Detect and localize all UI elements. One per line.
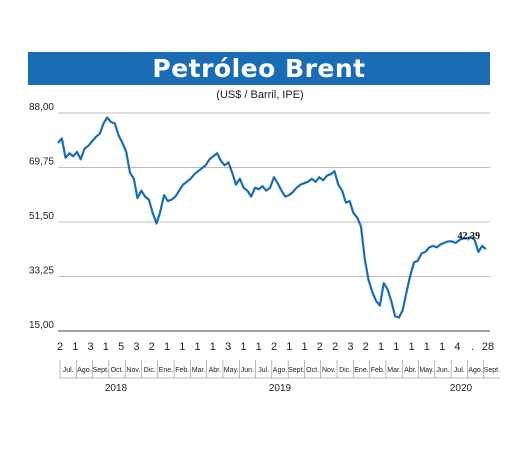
x-month-label: Jun. [241, 367, 254, 374]
y-tick-label: 33,25 [29, 266, 54, 277]
x-day-label: 1 [439, 341, 445, 353]
x-month-label: Oct. [111, 367, 124, 374]
x-month-label: Abr. [209, 367, 222, 374]
x-day-label: 1 [72, 341, 78, 353]
y-tick-label: 15,00 [29, 320, 54, 331]
x-month-label: Ene. [354, 367, 368, 374]
x-day-label: 2 [332, 341, 338, 353]
x-day-label: 2 [317, 341, 323, 353]
x-day-label: 1 [302, 341, 308, 353]
x-day-label: 3 [347, 341, 353, 353]
x-month-label: Abr. [404, 367, 417, 374]
x-day-label: 2 [271, 341, 277, 353]
x-day-label: 1 [256, 341, 262, 353]
x-month-label: Ago. [468, 367, 482, 374]
x-day-label: 4 [454, 341, 460, 353]
x-day-label: 1 [210, 341, 216, 353]
x-day-label: 3 [133, 341, 139, 353]
x-day-label: 1 [378, 341, 384, 353]
x-day-label: 2 [57, 341, 63, 353]
x-month-label: May. [224, 367, 239, 374]
series-line [57, 116, 487, 319]
x-day-label: 1 [103, 341, 109, 353]
x-year-label: 2019 [269, 383, 292, 394]
x-year-label: 2020 [450, 383, 473, 394]
title-banner: Petróleo Brent [28, 52, 490, 85]
x-month-label: Jun. [436, 367, 449, 374]
chart-title: Petróleo Brent [152, 54, 366, 83]
x-day-label: 2 [149, 341, 155, 353]
x-day-label: 1 [409, 341, 415, 353]
x-day-label: 28 [482, 341, 494, 353]
x-day-label: 1 [179, 341, 185, 353]
x-month-label: Oct. [306, 367, 319, 374]
y-tick-label: 88,00 [29, 102, 54, 113]
x-day-label: 1 [195, 341, 201, 353]
x-month-label: Mar. [192, 367, 206, 374]
last-value-label: 42,39 [458, 231, 481, 242]
chart-subtitle: (US$ / Barril, IPE) [216, 89, 304, 101]
x-month-label: May. [419, 367, 434, 374]
x-month-label: Sept. [484, 367, 500, 374]
x-month-label: Jul. [63, 367, 74, 374]
y-tick-label: 51,50 [29, 211, 54, 222]
x-day-label: 5 [118, 341, 124, 353]
x-month-label: Dic. [339, 367, 351, 374]
x-month-label: Dic. [144, 367, 156, 374]
x-month-label: Sept. [93, 367, 109, 374]
x-month-label: Ago. [273, 367, 287, 374]
x-year-label: 2018 [105, 383, 128, 394]
x-month-label: Sept. [288, 367, 304, 374]
x-day-label: 1 [393, 341, 399, 353]
x-month-label: Ene. [159, 367, 173, 374]
x-day-label: 3 [225, 341, 231, 353]
y-tick-label: 69,75 [29, 157, 54, 168]
x-day-label: 1 [424, 341, 430, 353]
x-month-label: Nov. [126, 367, 140, 374]
x-month-label: Nov. [322, 367, 336, 374]
x-month-label: Mar. [387, 367, 401, 374]
x-day-label: 2 [363, 341, 369, 353]
x-month-label: Ago. [77, 367, 91, 374]
x-day-label: 1 [164, 341, 170, 353]
x-day-label: 1 [286, 341, 292, 353]
x-month-label: Jul. [454, 367, 465, 374]
x-day-label: 1 [240, 341, 246, 353]
x-day-label: . [471, 341, 474, 353]
x-month-label: Feb. [175, 367, 189, 374]
x-month-label: Jul. [258, 367, 269, 374]
x-month-label: Feb. [371, 367, 385, 374]
x-day-label: 3 [88, 341, 94, 353]
